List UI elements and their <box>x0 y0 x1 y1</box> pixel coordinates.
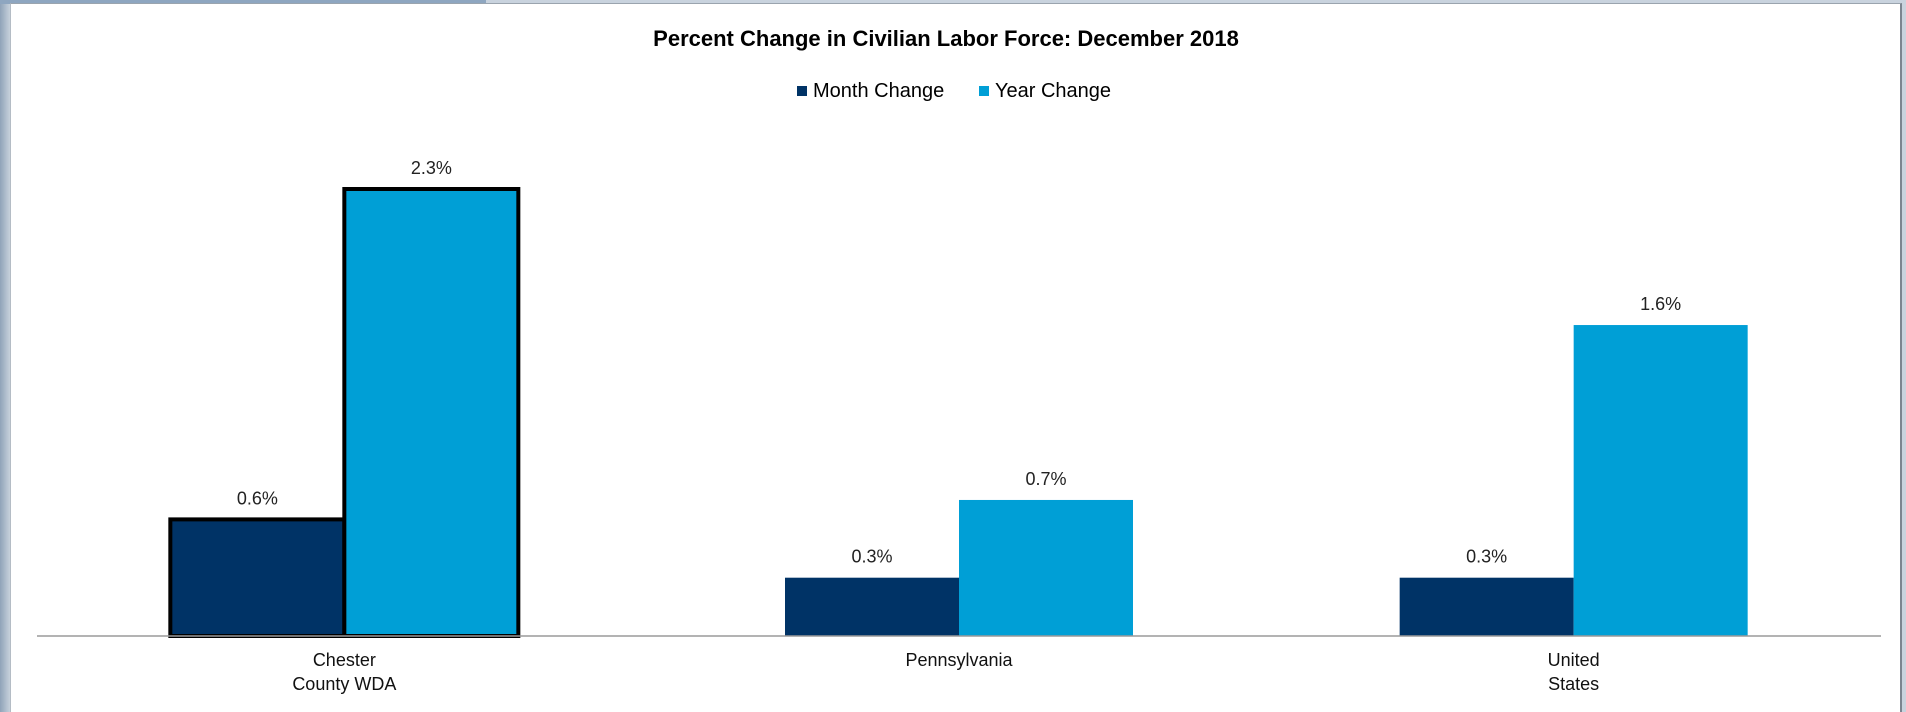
bar-chart: Percent Change in Civilian Labor Force: … <box>37 26 1881 694</box>
data-label-month-1: 0.3% <box>851 547 892 567</box>
chart-legend: Month Change Year Change <box>797 80 1111 102</box>
bar-year-2 <box>1573 325 1748 636</box>
category-label-1: Pennsylvania <box>905 650 1013 670</box>
chart-panel: Percent Change in Civilian Labor Force: … <box>10 3 1902 712</box>
legend-label-year-change: Year Change <box>995 80 1111 102</box>
category-label-line: County WDA <box>292 674 396 694</box>
data-label-year-1: 0.7% <box>1025 469 1066 489</box>
category-labels: Chester County WDA Pennsylvania United State… <box>292 650 1599 694</box>
bar-month-1 <box>785 577 959 636</box>
chart-bars: 0.6% 2.3% 0.3% 0.7% 0.3% 1.6% <box>168 158 1748 638</box>
data-label-year-0: 2.3% <box>411 158 452 178</box>
category-label-line: Pennsylvania <box>905 650 1013 670</box>
window-frame-top <box>0 0 486 4</box>
legend-label-month-change: Month Change <box>813 80 944 102</box>
window-frame-left <box>0 0 10 712</box>
category-label-line: United <box>1548 650 1600 670</box>
category-label-0: Chester County WDA <box>292 650 396 694</box>
bar-month-0 <box>168 517 347 638</box>
data-label-month-2: 0.3% <box>1466 547 1507 567</box>
data-label-year-2: 1.6% <box>1640 294 1681 314</box>
bar-year-1 <box>959 499 1133 636</box>
category-label-line: States <box>1548 674 1599 694</box>
data-label-month-0: 0.6% <box>237 488 278 508</box>
category-label-line: Chester <box>313 650 376 670</box>
chart-title: Percent Change in Civilian Labor Force: … <box>653 26 1239 51</box>
legend-swatch-month-change <box>797 86 807 96</box>
bar-month-2 <box>1399 577 1574 636</box>
category-label-2: United States <box>1548 650 1600 694</box>
bar-year-0 <box>342 187 521 638</box>
legend-swatch-year-change <box>979 86 989 96</box>
